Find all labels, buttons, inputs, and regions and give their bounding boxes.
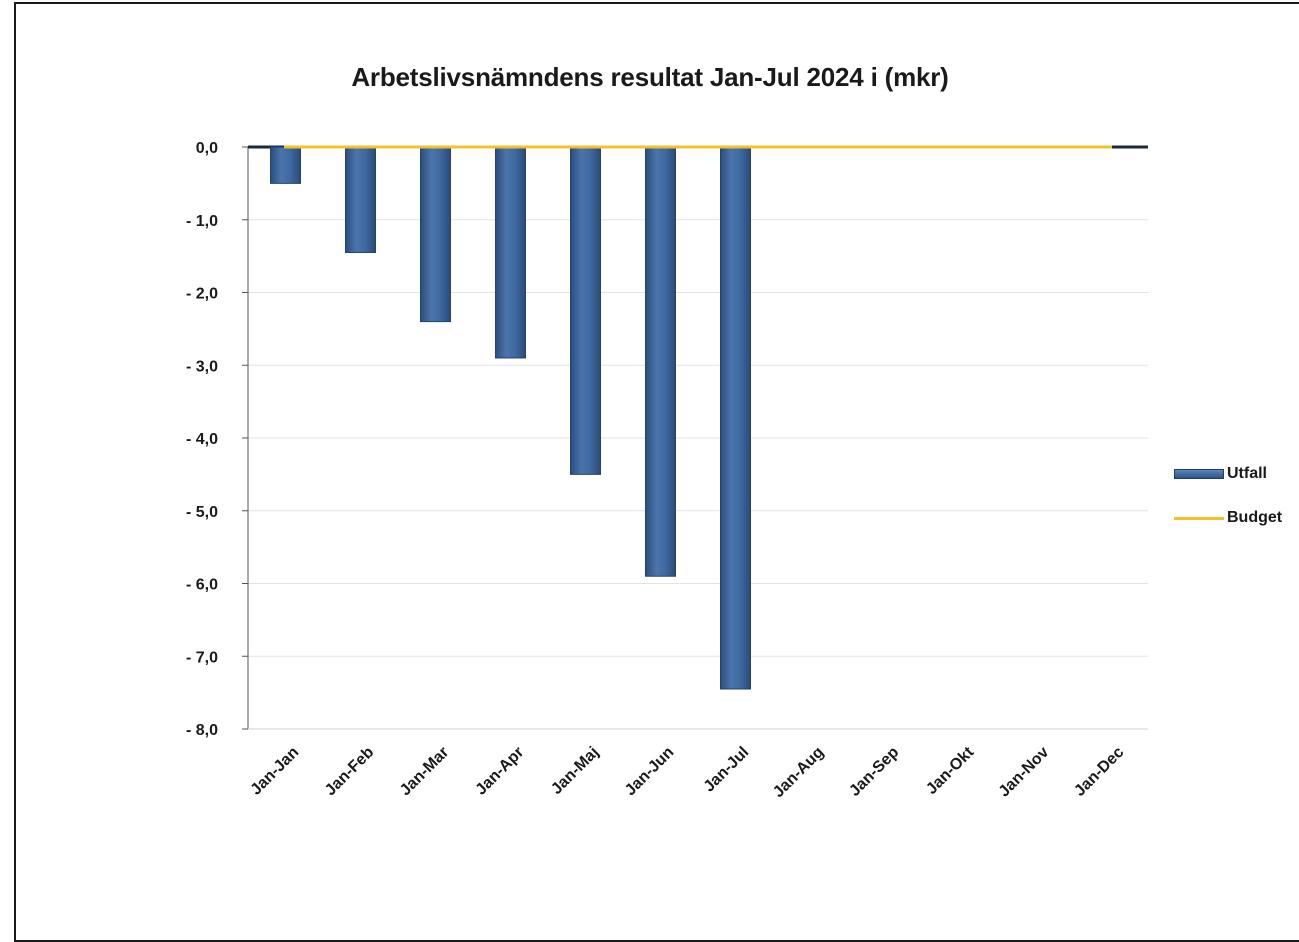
legend-label-utfall: Utfall xyxy=(1227,465,1267,482)
y-tick-label: - 3,0 xyxy=(186,358,218,375)
bar-utfall xyxy=(570,146,601,475)
bar-utfall xyxy=(720,146,751,690)
x-tick-label: Jan-Okt xyxy=(923,743,978,798)
y-tick-label: - 2,0 xyxy=(186,286,218,303)
legend-label-budget: Budget xyxy=(1227,509,1283,526)
chart-plot-area: 0,0 - 1,0 - 2,0 - 3,0 - 4,0 - 5,0 - 6,0 - 7,0 - … xyxy=(186,140,1148,801)
bar-utfall xyxy=(270,146,301,184)
y-tick-label: - 5,0 xyxy=(186,504,218,521)
x-tick-label: Jan-Jul xyxy=(701,744,753,796)
y-tick-label: - 1,0 xyxy=(186,213,218,230)
legend: Utfall Budget xyxy=(1174,462,1299,550)
legend-item-budget: Budget xyxy=(1174,506,1299,530)
y-tick-label: 0,0 xyxy=(196,140,218,157)
legend-swatch-utfall xyxy=(1174,469,1224,479)
bar-utfall xyxy=(345,146,376,253)
y-tick-labels: 0,0 - 1,0 - 2,0 - 3,0 - 4,0 - 5,0 - 6,0 - 7,0 - … xyxy=(186,140,218,739)
y-tick-label: - 8,0 xyxy=(186,722,218,739)
gridlines xyxy=(248,219,1148,730)
x-tick-label: Jan-Dec xyxy=(1071,744,1127,800)
x-tick-label: Jan-Aug xyxy=(770,744,827,801)
x-tick-label: Jan-Apr xyxy=(473,744,528,799)
x-tick-labels: Jan-Jan Jan-Feb Jan-Mar Jan-Apr Jan-Maj Jan-J… xyxy=(248,743,1128,801)
y-tick-label: - 6,0 xyxy=(186,577,218,594)
x-tick-label: Jan-Jun xyxy=(622,744,677,799)
bar-utfall xyxy=(420,146,451,323)
legend-swatch-budget xyxy=(1174,516,1224,520)
x-tick-label: Jan-Feb xyxy=(322,744,378,800)
x-tick-label: Jan-Sep xyxy=(846,744,902,800)
bar-utfall xyxy=(645,146,676,577)
y-tick-label: - 7,0 xyxy=(186,649,218,666)
chart-title: Arbetslivsnämndens resultat Jan-Jul 2024… xyxy=(351,62,949,92)
x-tick-label: Jan-Maj xyxy=(548,744,602,798)
x-tick-label: Jan-Mar xyxy=(397,744,452,799)
x-tick-label: Jan-Jan xyxy=(248,744,303,799)
bar-series-utfall xyxy=(270,146,751,690)
y-tick-label: - 4,0 xyxy=(186,431,218,448)
x-tick-label: Jan-Nov xyxy=(996,744,1053,801)
legend-item-utfall: Utfall xyxy=(1174,462,1299,486)
bar-utfall xyxy=(495,146,526,359)
